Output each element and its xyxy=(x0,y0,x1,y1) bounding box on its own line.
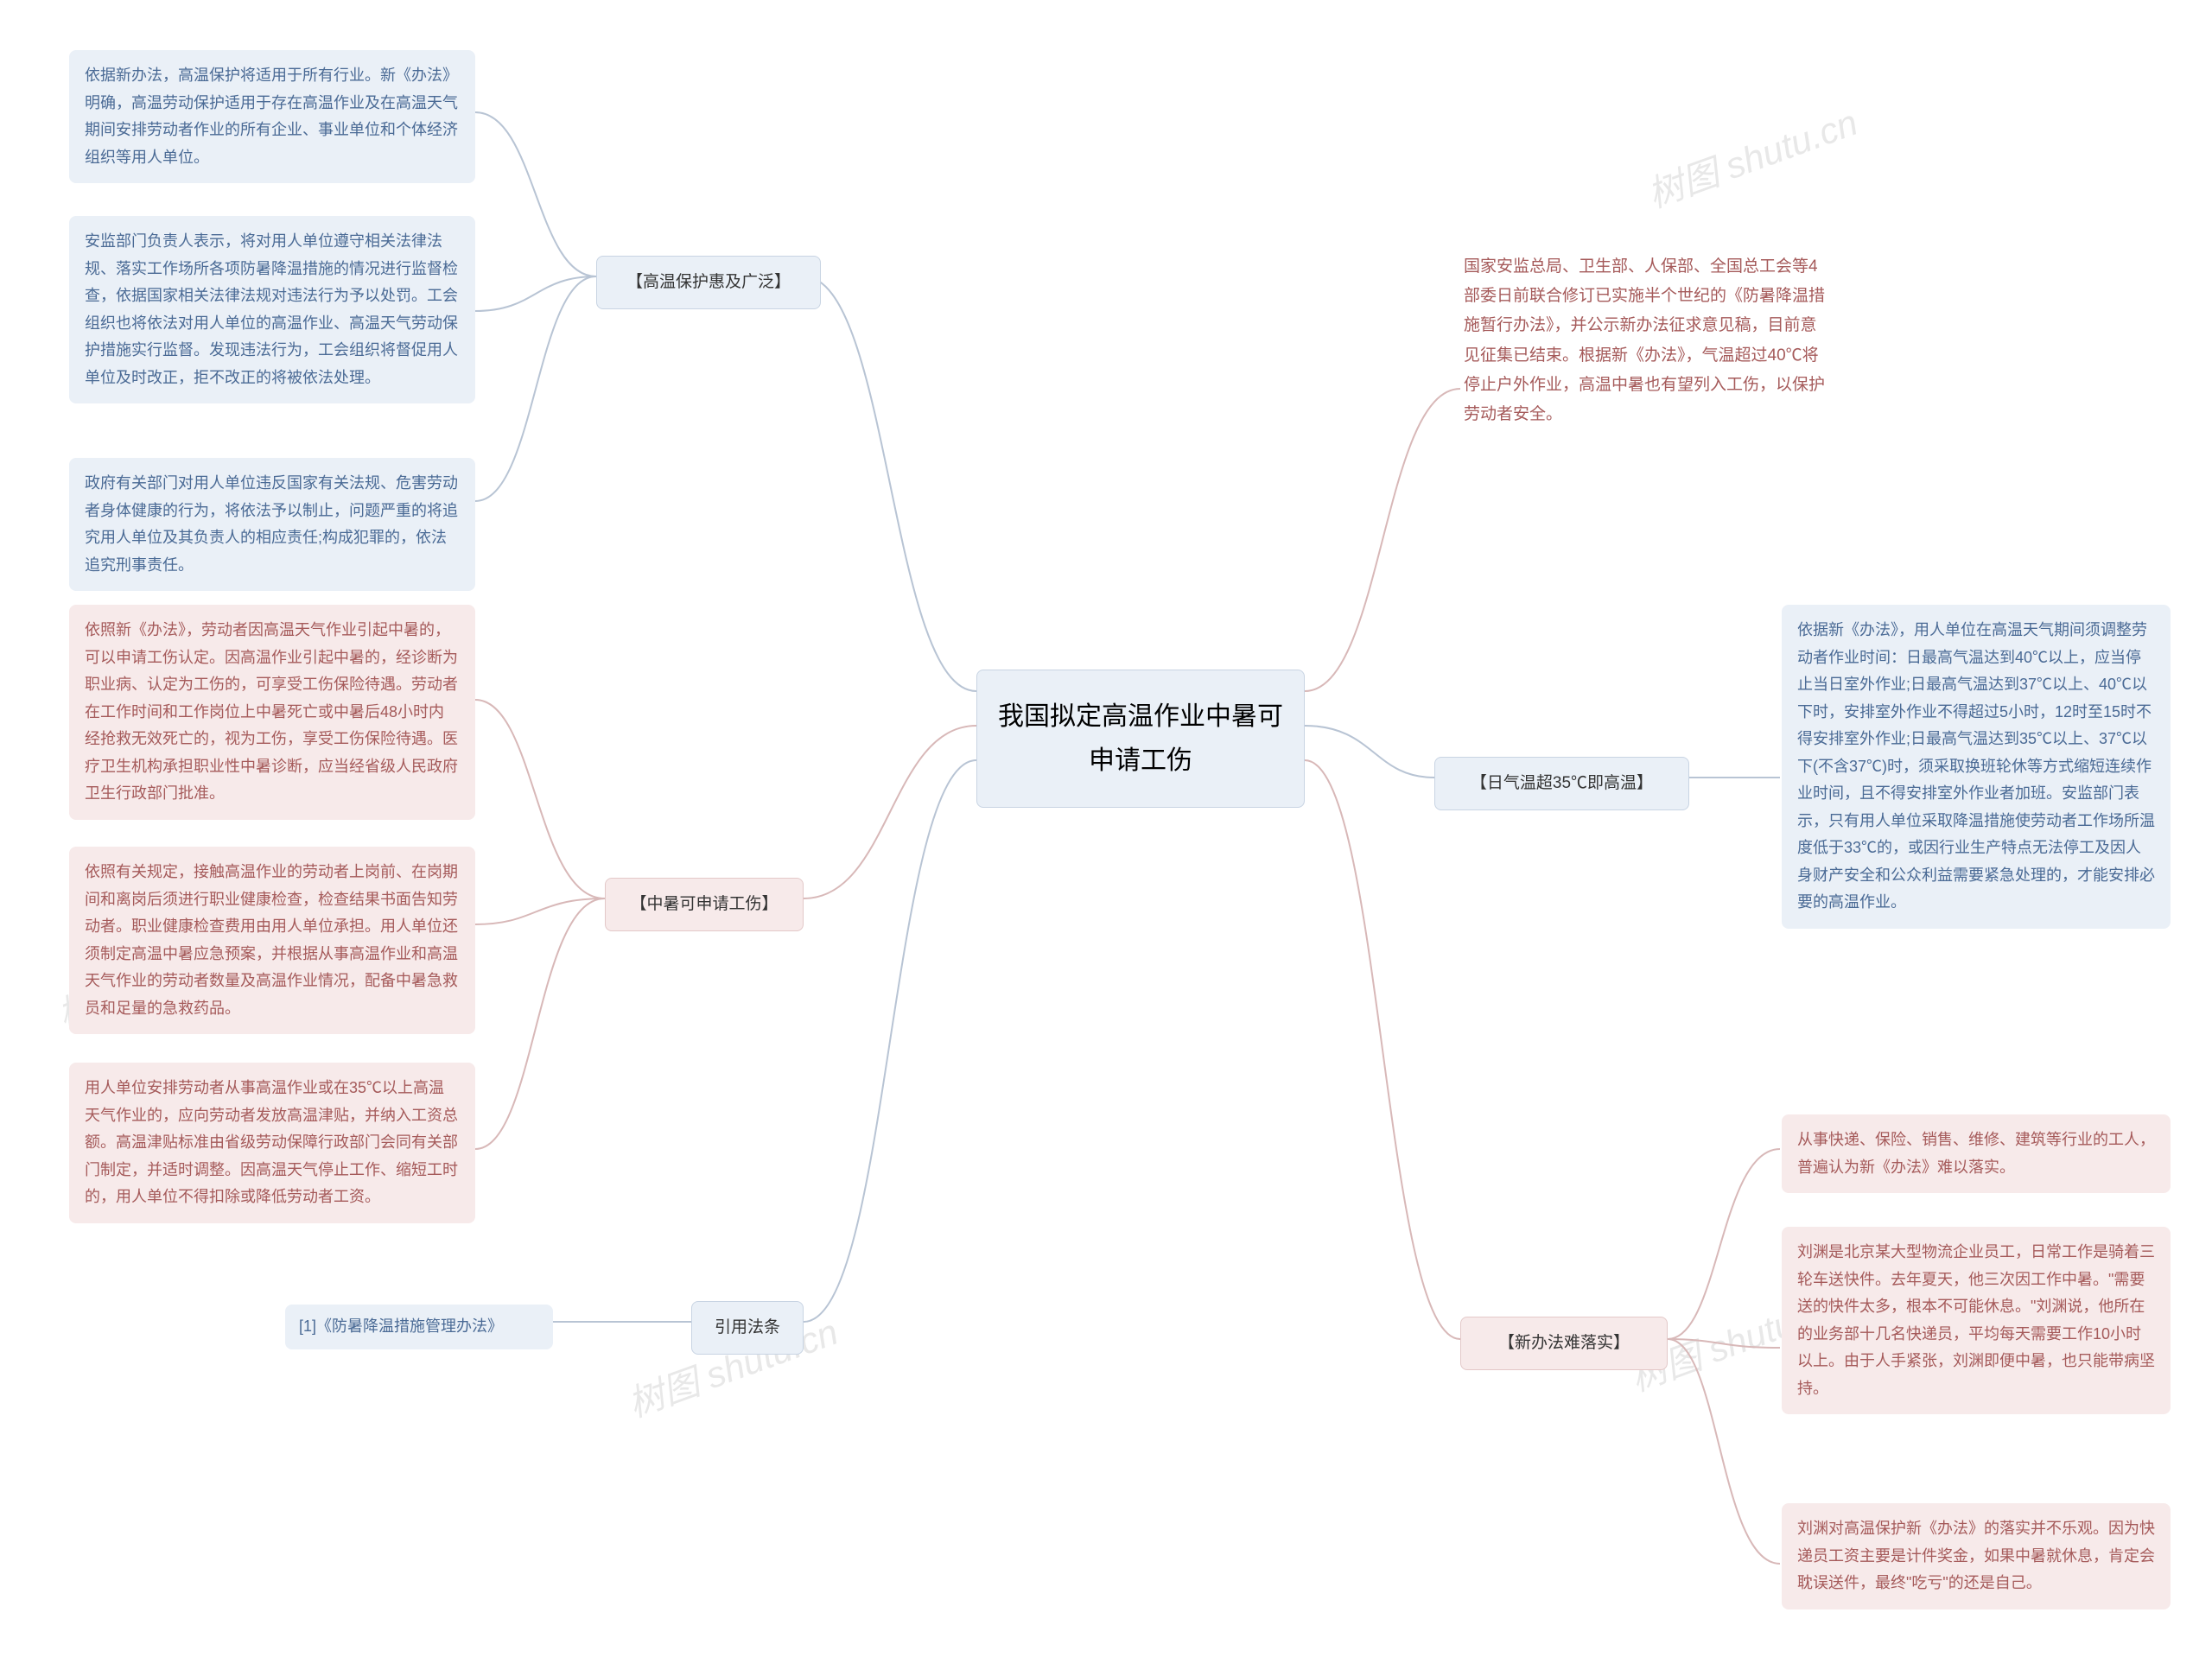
left-branch-protect-leaf-0: 依据新办法，高温保护将适用于所有行业。新《办法》明确，高温劳动保护适用于存在高温… xyxy=(69,50,475,183)
right-branch-temp-leaf: 依据新《办法》，用人单位在高温天气期间须调整劳动者作业时间：日最高气温达到40℃… xyxy=(1782,605,2171,929)
left-branch-protect-leaf-1: 安监部门负责人表示，将对用人单位遵守相关法律法规、落实工作场所各项防暑降温措施的… xyxy=(69,216,475,403)
right-branch-temp: 【日气温超35℃即高温】 xyxy=(1434,757,1689,810)
right-intro: 国家安监总局、卫生部、人保部、全国总工会等4部委日前联合修订已实施半个世纪的《防… xyxy=(1460,251,1832,431)
right-branch-difficult: 【新办法难落实】 xyxy=(1460,1317,1668,1370)
left-branch-injury: 【中暑可申请工伤】 xyxy=(605,878,804,931)
watermark: 树图 shutu.cn xyxy=(1639,93,1864,218)
center-node: 我国拟定高温作业中暑可 申请工伤 xyxy=(976,670,1305,808)
left-branch-protect-leaf-2: 政府有关部门对用人单位违反国家有关法规、危害劳动者身体健康的行为，将依法予以制止… xyxy=(69,458,475,591)
center-title-line2: 申请工伤 xyxy=(995,739,1287,783)
right-branch-difficult-leaf-0: 从事快递、保险、销售、维修、建筑等行业的工人，普遍认为新《办法》难以落实。 xyxy=(1782,1114,2171,1193)
center-title-line1: 我国拟定高温作业中暑可 xyxy=(995,695,1287,739)
right-branch-difficult-leaf-2: 刘渊对高温保护新《办法》的落实并不乐观。因为快递员工资主要是计件奖金，如果中暑就… xyxy=(1782,1503,2171,1609)
left-branch-injury-leaf-0: 依照新《办法》，劳动者因高温天气作业引起中暑的，可以申请工伤认定。因高温作业引起… xyxy=(69,605,475,820)
left-branch-injury-leaf-1: 依照有关规定，接触高温作业的劳动者上岗前、在岗期间和离岗后须进行职业健康检查，检… xyxy=(69,847,475,1034)
left-branch-protect: 【高温保护惠及广泛】 xyxy=(596,256,821,309)
right-branch-difficult-leaf-1: 刘渊是北京某大型物流企业员工，日常工作是骑着三轮车送快件。去年夏天，他三次因工作… xyxy=(1782,1227,2171,1414)
left-branch-injury-leaf-2: 用人单位安排劳动者从事高温作业或在35℃以上高温天气作业的，应向劳动者发放高温津… xyxy=(69,1063,475,1223)
left-branch-law: 引用法条 xyxy=(691,1301,804,1355)
left-branch-law-leaf: [1]《防暑降温措施管理办法》 xyxy=(285,1305,553,1349)
